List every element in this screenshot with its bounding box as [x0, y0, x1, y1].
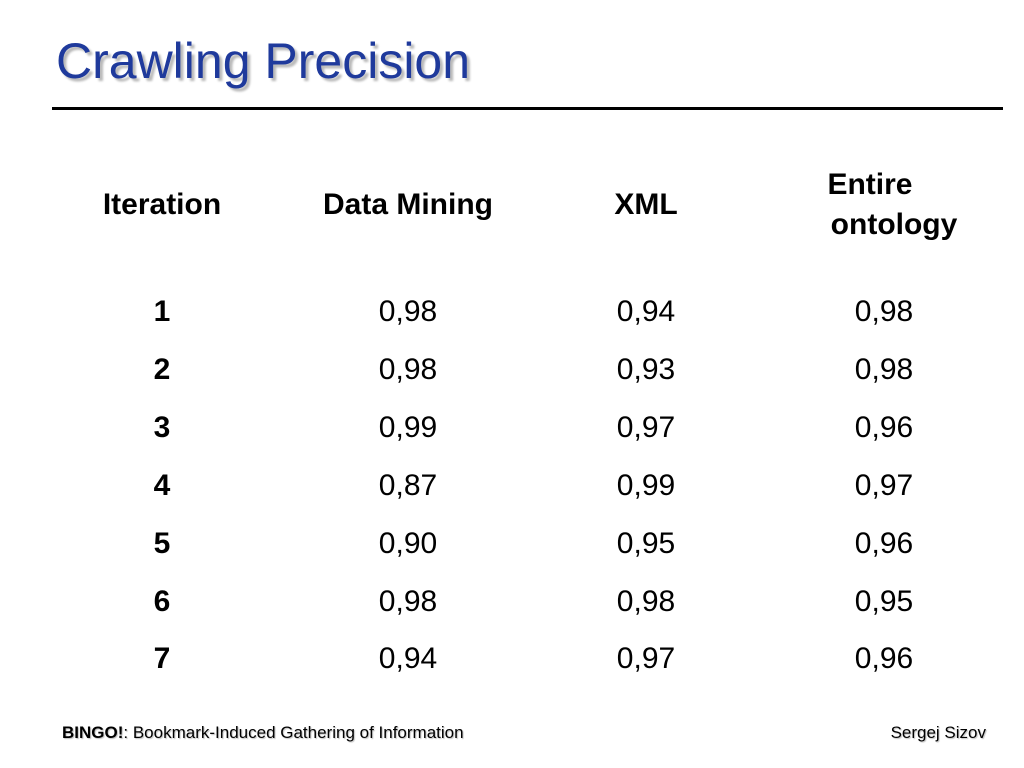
cell-xml: 0,97 [616, 411, 676, 444]
precision-table: Iteration Data Mining XML Entire ontolog… [102, 165, 958, 675]
header-entire-line1: Entire [827, 168, 913, 201]
cell-data-mining: 0,90 [378, 527, 438, 560]
cell-xml: 0,97 [616, 642, 676, 675]
cell-entire-ontology: 0,97 [854, 469, 914, 502]
cell-xml: 0,98 [616, 585, 676, 618]
cell-xml: 0,94 [616, 295, 676, 328]
cell-iteration: 3 [153, 411, 171, 444]
cell-entire-ontology: 0,98 [854, 295, 914, 328]
cell-entire-ontology: 0,96 [854, 642, 914, 675]
footer-author: Sergej Sizov [890, 723, 986, 742]
footer-brand: BINGO! [62, 723, 124, 742]
footer-title: BINGO!: Bookmark-Induced Gathering of In… [62, 723, 464, 743]
cell-entire-ontology: 0,95 [854, 585, 914, 618]
cell-xml: 0,93 [616, 353, 676, 386]
cell-data-mining: 0,98 [378, 353, 438, 386]
cell-data-mining: 0,98 [378, 585, 438, 618]
cell-data-mining: 0,98 [378, 295, 438, 328]
cell-iteration: 4 [153, 469, 171, 502]
slide-title: Crawling Precision [56, 33, 471, 89]
cell-data-mining: 0,87 [378, 469, 438, 502]
header-entire-line2: ontology [830, 208, 958, 241]
cell-xml: 0,95 [616, 527, 676, 560]
cell-iteration: 6 [153, 585, 171, 618]
cell-iteration: 2 [153, 353, 171, 386]
cell-iteration: 7 [153, 642, 171, 675]
cell-data-mining: 0,94 [378, 642, 438, 675]
footer-tagline: : Bookmark-Induced Gathering of Informat… [123, 723, 464, 742]
cell-data-mining: 0,99 [378, 411, 438, 444]
title-divider [52, 107, 1003, 110]
header-data-mining: Data Mining [323, 188, 493, 221]
header-iteration: Iteration [102, 188, 222, 221]
header-entire-ontology: Entire ontology [811, 165, 958, 245]
cell-entire-ontology: 0,96 [854, 411, 914, 444]
header-xml: XML [614, 188, 678, 221]
cell-entire-ontology: 0,96 [854, 527, 914, 560]
cell-iteration: 1 [153, 295, 171, 328]
cell-entire-ontology: 0,98 [854, 353, 914, 386]
cell-iteration: 5 [153, 527, 171, 560]
cell-xml: 0,99 [616, 469, 676, 502]
